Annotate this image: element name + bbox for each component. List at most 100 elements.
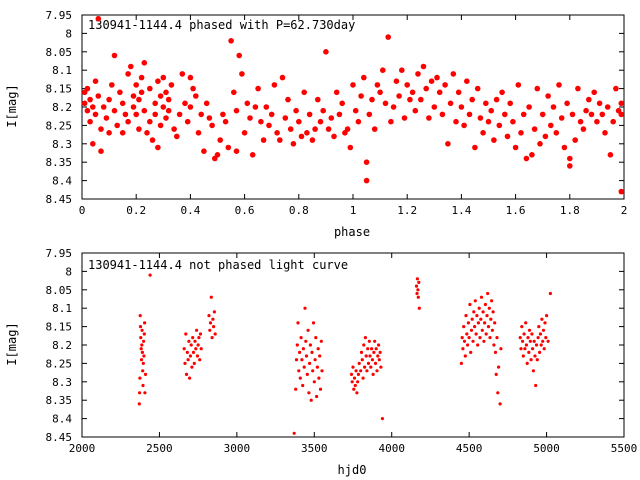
data-point <box>247 115 253 121</box>
y-tick-label: 8.4 <box>52 175 72 188</box>
data-point <box>534 383 538 388</box>
data-point <box>548 122 554 129</box>
data-point <box>315 365 319 369</box>
data-point <box>152 100 158 107</box>
data-point <box>184 118 191 125</box>
data-point <box>279 74 286 81</box>
data-point <box>303 306 307 310</box>
data-point <box>315 394 319 399</box>
data-point <box>143 321 147 325</box>
x-tick-label: 1.8 <box>560 204 580 217</box>
data-point <box>301 383 305 388</box>
data-point <box>524 343 529 347</box>
data-point <box>541 339 545 343</box>
data-point <box>535 358 539 362</box>
data-point <box>285 96 291 103</box>
data-point <box>217 137 223 143</box>
data-point <box>423 85 430 92</box>
data-point <box>140 350 144 354</box>
data-point <box>195 354 199 358</box>
data-point <box>182 347 186 351</box>
chart-title: 130941-1144.4 not phased light curve <box>88 258 348 272</box>
axis-ticks: 0 0.2 0.4 0.6 0.8 1 1.2 1.4 1.6 1.8 2 7.95 8 8.05 8.1 8… <box>46 9 628 217</box>
data-point <box>187 339 191 343</box>
data-point <box>287 126 294 132</box>
data-point <box>95 15 102 22</box>
data-point <box>255 85 261 92</box>
data-point <box>87 96 93 103</box>
data-point <box>138 391 142 395</box>
data-point <box>315 96 321 103</box>
data-point <box>352 376 357 380</box>
data-point <box>136 96 142 103</box>
data-point <box>136 126 142 132</box>
data-point <box>360 358 364 362</box>
data-point <box>249 152 256 158</box>
data-point <box>81 100 88 107</box>
data-point <box>526 336 530 340</box>
x-tick-label: 1 <box>350 204 357 217</box>
data-point <box>499 347 503 351</box>
data-point <box>531 126 538 132</box>
data-point <box>461 347 465 351</box>
data-point <box>179 71 186 77</box>
data-point <box>586 96 592 103</box>
data-point <box>484 332 488 336</box>
data-point <box>184 332 188 336</box>
data-point <box>191 336 195 340</box>
y-tick-label: 8.35 <box>46 156 73 169</box>
data-point <box>213 332 217 336</box>
y-tick-label: 8.4 <box>52 413 72 426</box>
x-tick-label: 0 <box>79 204 86 217</box>
data-point <box>583 107 589 114</box>
data-point <box>472 310 476 314</box>
data-point <box>208 328 212 332</box>
data-point <box>294 358 299 362</box>
data-point <box>473 325 477 329</box>
data-point <box>539 343 543 347</box>
data-point <box>618 100 625 107</box>
data-point <box>90 141 96 147</box>
data-point <box>604 104 611 110</box>
data-point <box>524 321 528 325</box>
data-point <box>415 71 421 77</box>
data-point <box>442 82 448 88</box>
data-point <box>599 111 606 118</box>
data-points <box>81 15 625 195</box>
data-point <box>545 314 549 318</box>
data-point <box>197 336 201 340</box>
data-point <box>142 332 146 336</box>
data-point <box>149 137 156 143</box>
data-point <box>580 126 587 132</box>
data-point <box>206 115 213 121</box>
data-point <box>244 100 251 107</box>
data-point <box>521 339 525 343</box>
data-point <box>515 82 522 88</box>
data-point <box>553 130 560 136</box>
data-point <box>510 118 516 125</box>
data-point <box>239 71 245 77</box>
data-point <box>404 82 411 88</box>
data-point <box>575 85 581 92</box>
data-point <box>538 332 543 336</box>
data-point <box>528 339 532 343</box>
data-point <box>183 361 187 365</box>
data-point <box>545 93 551 99</box>
data-point <box>352 387 356 391</box>
data-point <box>439 111 446 118</box>
data-point <box>477 306 481 310</box>
data-point <box>526 104 532 110</box>
data-point <box>194 347 198 351</box>
data-point <box>193 339 197 343</box>
data-point <box>371 372 375 376</box>
y-tick-label: 8.15 <box>46 321 73 334</box>
x-tick-label: 0.4 <box>180 204 200 217</box>
data-point <box>473 299 477 303</box>
data-point <box>507 100 513 107</box>
data-point <box>307 391 311 395</box>
data-point <box>533 354 537 358</box>
y-tick-label: 8.05 <box>46 284 73 297</box>
data-point <box>186 358 190 362</box>
x-tick-label: 5500 <box>611 442 638 455</box>
